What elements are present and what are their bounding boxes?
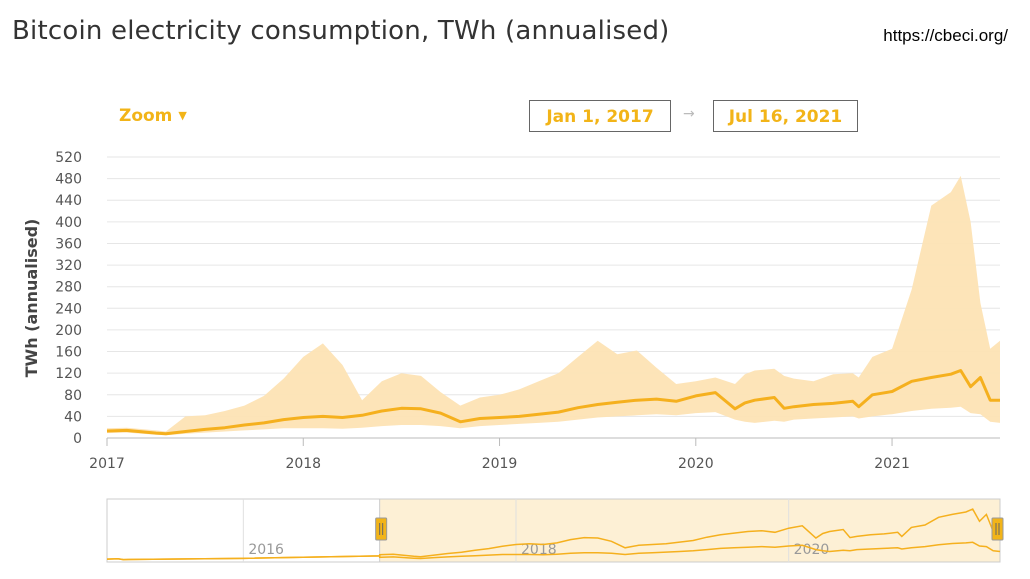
y-tick-label-80: 80 <box>64 388 82 404</box>
navigator-handle-left[interactable] <box>375 517 388 541</box>
min-max-band <box>107 175 1000 436</box>
y-tick-label-280: 280 <box>55 280 82 296</box>
y-tick-label-0: 0 <box>73 431 82 447</box>
y-tick-label-520: 520 <box>55 150 82 166</box>
estimate-line <box>106 369 1000 436</box>
date-to-input[interactable]: Jul 16, 2021 <box>713 100 858 132</box>
y-axis-label: TWh (annualised) <box>22 219 41 378</box>
navigator-line-min <box>106 541 1001 561</box>
source-url: https://cbeci.org/ <box>883 26 1008 45</box>
y-tick-label-160: 160 <box>55 345 82 361</box>
navigator-tick-label-2020: 2020 <box>794 542 830 558</box>
axes: 0 40 80 120 160 200 240 280 320 360 400 440 480 520 20… <box>55 150 1000 472</box>
y-tick-label-360: 360 <box>55 236 82 252</box>
date-from-input[interactable]: Jan 1, 2017 <box>529 100 671 132</box>
y-tick-label-440: 440 <box>55 193 82 209</box>
estimate-series-line <box>106 369 1000 436</box>
y-tick-label-480: 480 <box>55 172 82 188</box>
x-tick-label-2017: 2017 <box>89 456 125 472</box>
y-tick-label-40: 40 <box>64 409 82 425</box>
band-area <box>107 175 1000 436</box>
x-tick-label-2021: 2021 <box>874 456 910 472</box>
navigator-selection <box>379 498 1001 563</box>
x-tick-label-2020: 2020 <box>678 456 714 472</box>
navigator-tick-label-2016: 2016 <box>248 542 284 558</box>
navigator[interactable]: 2016 2018 2020 <box>106 498 1004 563</box>
zoom-label: Zoom <box>119 106 173 126</box>
navigator-line-estimate <box>106 508 1000 561</box>
y-tick-label-120: 120 <box>55 366 82 382</box>
navigator-handle-right[interactable] <box>991 517 1004 541</box>
y-tick-label-240: 240 <box>55 301 82 317</box>
zoom-dropdown[interactable]: Zoom ▼ <box>119 106 187 126</box>
arrow-right-icon: → <box>683 106 695 122</box>
caret-down-icon: ▼ <box>178 109 187 122</box>
chart-title: Bitcoin electricity consumption, TWh (an… <box>12 16 670 46</box>
y-tick-label-200: 200 <box>55 323 82 339</box>
x-tick-label-2018: 2018 <box>285 456 321 472</box>
y-tick-label-400: 400 <box>55 215 82 231</box>
x-tick-label-2019: 2019 <box>482 456 518 472</box>
y-tick-label-320: 320 <box>55 258 82 274</box>
